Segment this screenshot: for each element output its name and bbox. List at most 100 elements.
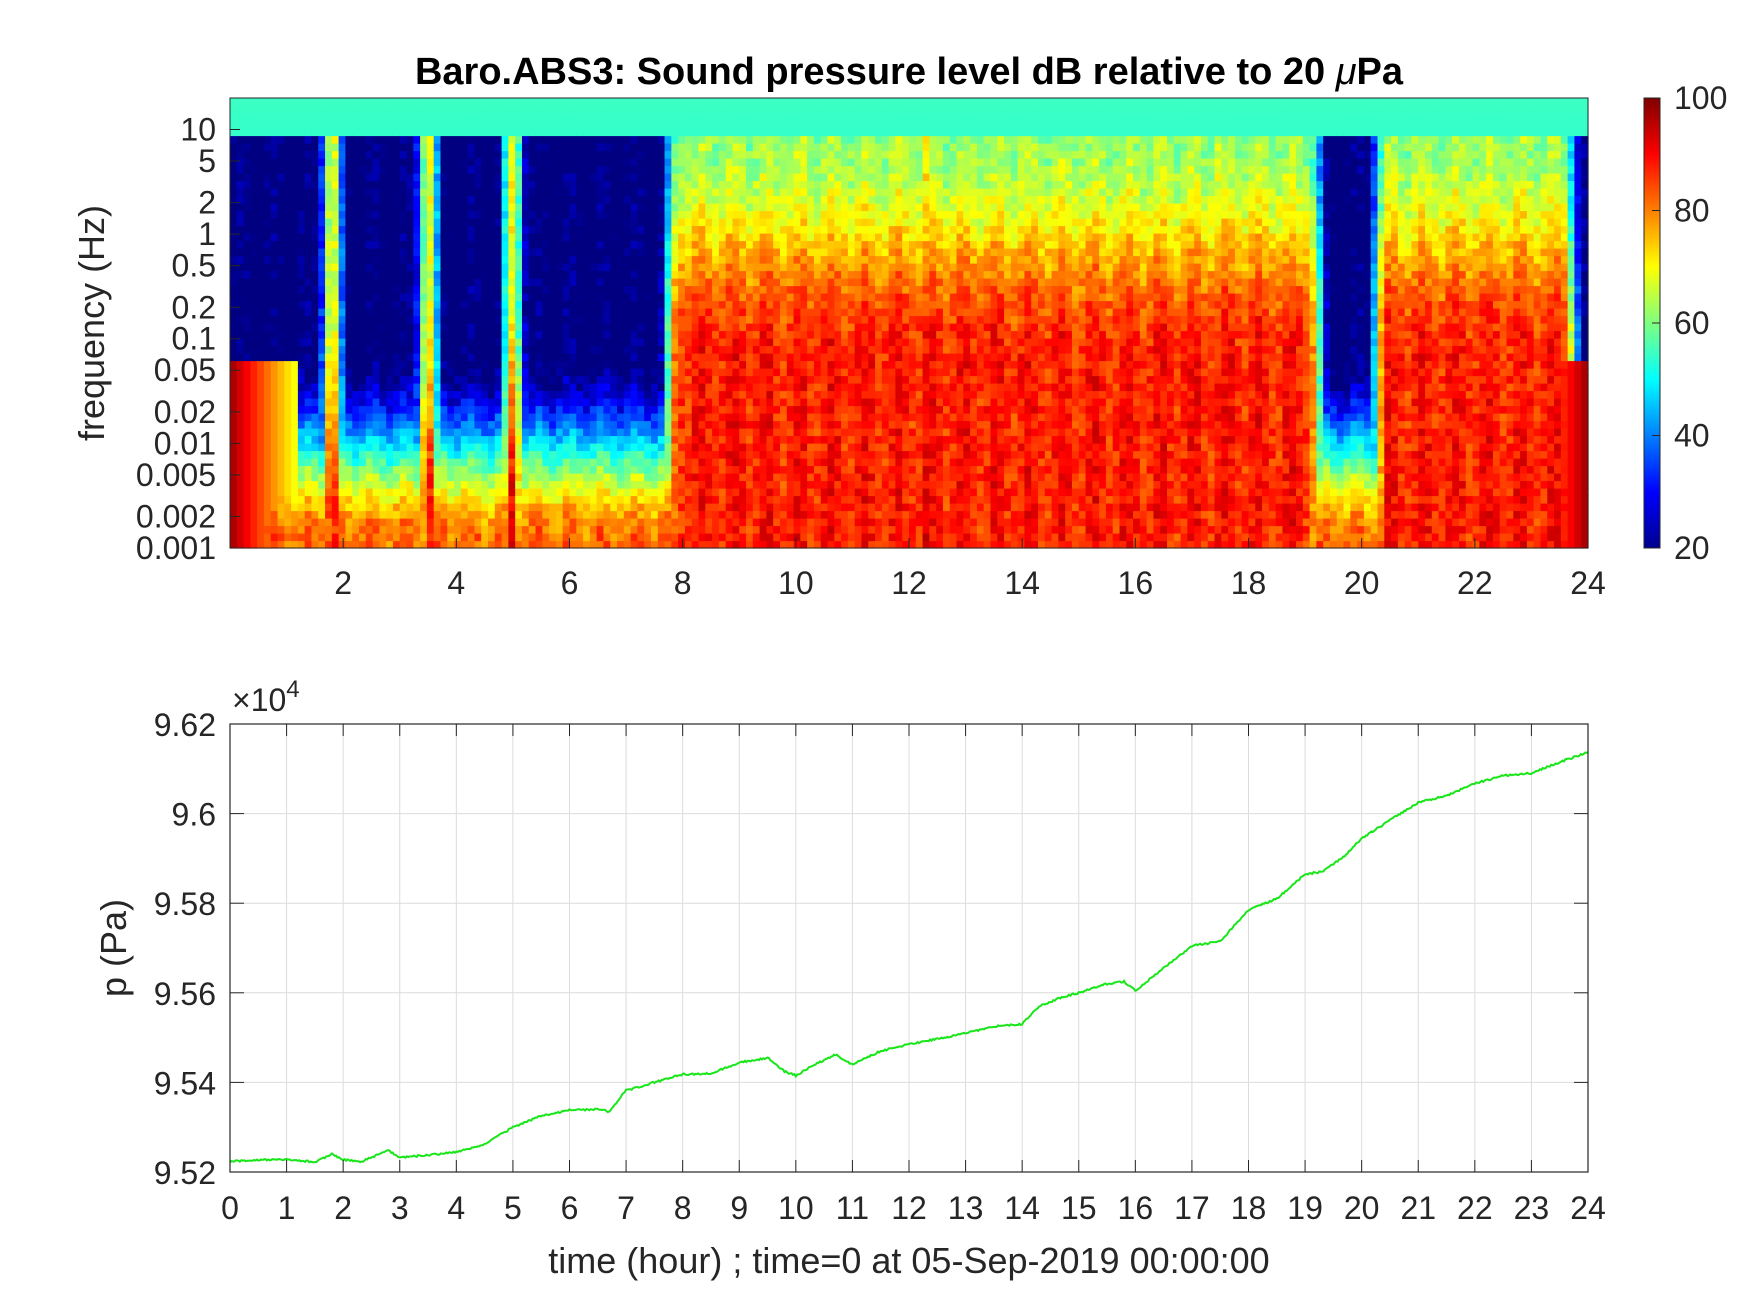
spectrogram-cell [684, 240, 693, 249]
spectrogram-cell [352, 353, 360, 362]
spectrogram-cell [372, 383, 380, 392]
spectrogram-cell [562, 330, 571, 339]
spectrogram-cell [386, 240, 394, 249]
spectrogram-cell [766, 323, 774, 332]
spectrogram-cell [481, 195, 489, 204]
spectrogram-cell [433, 188, 442, 197]
spectrogram-cell [426, 293, 435, 302]
spectrogram-cell [657, 338, 666, 347]
spectrogram-cell [386, 518, 394, 527]
spectrogram-cell [447, 128, 455, 137]
spectrogram-cell [684, 360, 693, 369]
spectrogram-cell [263, 443, 272, 452]
spectrogram-cell [304, 420, 313, 429]
spectrogram-cell [521, 488, 530, 497]
spectrogram-cell [420, 420, 428, 429]
spectrogram-cell [555, 465, 564, 474]
spectrogram-cell [318, 495, 326, 504]
spectrogram-cell [359, 338, 367, 347]
spectrogram-cell [257, 390, 265, 399]
spectrogram-cell [236, 480, 245, 489]
spectrogram-cell [786, 300, 795, 309]
spectrogram-cell [236, 203, 245, 212]
spectrogram-cell [746, 525, 754, 534]
spectrogram-cell [372, 495, 380, 504]
spectrogram-cell [345, 233, 353, 242]
spectrogram-cell [746, 240, 754, 249]
spectrogram-cell [746, 495, 754, 504]
spectrogram-cell [732, 525, 740, 534]
spectrogram-cell [467, 533, 476, 542]
spectrogram-cell [297, 398, 306, 407]
spectrogram-cell [596, 173, 605, 182]
spectrogram-cell [589, 255, 598, 264]
spectrogram-cell [392, 360, 401, 369]
spectrogram-cell [630, 218, 638, 227]
spectrogram-cell [549, 173, 557, 182]
spectrogram-cell [508, 473, 516, 482]
spectrogram-cell [705, 203, 713, 212]
spectrogram-cell [311, 375, 319, 384]
spectrogram-cell [379, 390, 387, 399]
spectrogram-cell [270, 480, 279, 489]
spectrogram-cell [413, 435, 421, 444]
spectrogram-cell [359, 263, 367, 272]
spectrogram-cell [399, 233, 408, 242]
spectrogram-cell [671, 368, 679, 377]
spectrogram-cell [426, 540, 435, 549]
spectrogram-cell [650, 255, 659, 264]
spectrogram-cell [562, 368, 571, 377]
spectrogram-cell [352, 248, 360, 257]
spectrogram-cell [596, 405, 605, 414]
spectrogram-cell [379, 383, 387, 392]
spectrogram-cell [488, 128, 496, 137]
spectrogram-cell [331, 465, 340, 474]
spectrogram-cell [250, 105, 258, 114]
spectrogram-cell [440, 405, 448, 414]
spectrogram-cell [257, 413, 265, 422]
spectrogram-cell [603, 225, 611, 234]
spectrogram-cell [318, 180, 326, 189]
spectrogram-cell [433, 540, 442, 549]
spectrogram-cell [277, 383, 285, 392]
spectrogram-cell [746, 345, 754, 354]
spectrogram-cell [786, 173, 795, 182]
spectrogram-cell [603, 255, 611, 264]
spectrogram-cell [630, 495, 638, 504]
spectrogram-cell [515, 338, 523, 347]
spectrogram-cell [474, 255, 482, 264]
spectrogram-cell [392, 203, 401, 212]
spectrogram-cell [596, 450, 605, 459]
spectrogram-cell [664, 435, 672, 444]
spectrogram-cell [691, 210, 700, 219]
spectrogram-cell [481, 330, 489, 339]
spectrogram-cell [338, 480, 347, 489]
spectrogram-cell [746, 503, 754, 512]
spectrogram-cell [542, 105, 550, 114]
spectrogram-cell [766, 240, 774, 249]
spectrogram-cell [440, 150, 448, 159]
spectrogram-cell [277, 480, 285, 489]
spectrogram-cell [270, 473, 279, 482]
spectrogram-cell [372, 443, 380, 452]
spectrogram-cell [331, 240, 340, 249]
spectrogram-cell [433, 473, 442, 482]
spectrogram-cell [460, 428, 469, 437]
spectrogram-cell [698, 390, 706, 399]
spectrogram-cell [250, 158, 258, 167]
spectrogram-cell [440, 458, 448, 467]
spectrogram-cell [773, 105, 781, 114]
spectrogram-cell [712, 480, 720, 489]
spectrogram-cell [691, 330, 700, 339]
spectrogram-cell [501, 345, 509, 354]
spectrogram-cell [291, 285, 299, 294]
spectrogram-cell [596, 345, 605, 354]
spectrogram-cell [331, 495, 340, 504]
spectrogram-cell [732, 353, 740, 362]
spectrogram-cell [406, 428, 414, 437]
spectrogram-cell [399, 330, 408, 339]
spectrogram-cell [304, 158, 313, 167]
spectrogram-cell [562, 218, 571, 227]
spectrogram-cell [284, 480, 292, 489]
spectrogram-cell [576, 480, 584, 489]
